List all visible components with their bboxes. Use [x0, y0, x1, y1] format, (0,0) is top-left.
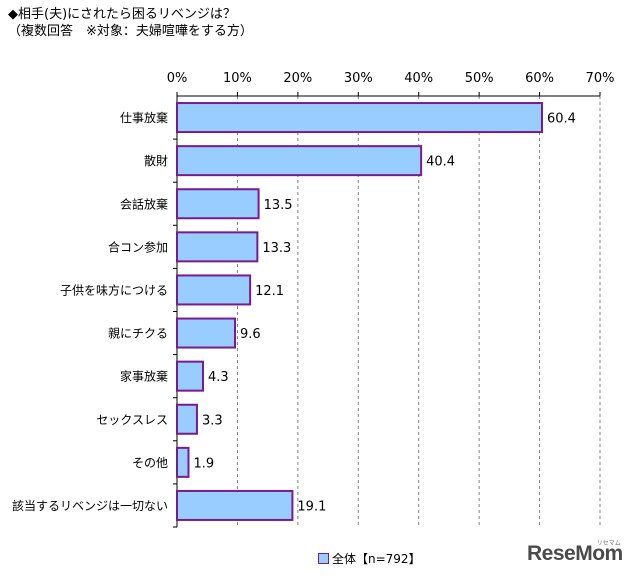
- legend-swatch: [318, 553, 329, 564]
- value-label: 40.4: [426, 155, 455, 170]
- value-label: 1.9: [193, 456, 214, 471]
- category-label: 該当するリベンジは一切ない: [12, 498, 168, 513]
- x-tick-label: 10%: [223, 71, 252, 86]
- bar: [176, 317, 237, 349]
- x-tick-label: 0%: [167, 71, 188, 86]
- value-label: 9.6: [240, 327, 261, 342]
- brand-small-text: リセマム: [596, 541, 621, 547]
- bar: [176, 446, 190, 478]
- bar: [176, 489, 294, 521]
- x-tick-label: 70%: [586, 71, 615, 86]
- value-label: 13.5: [264, 198, 293, 213]
- category-label: 子供を味方につける: [60, 282, 168, 297]
- resemom-logo: ReseMom リセマム: [527, 541, 623, 566]
- category-label: 仕事放棄: [120, 110, 168, 125]
- x-tick-label: 20%: [283, 71, 312, 86]
- category-label: 合コン参加: [108, 239, 168, 254]
- chart-title: ◆相手(夫)にされたら困るリベンジは？ （複数回答 ※対象：夫婦喧嘩をする方）: [8, 6, 253, 40]
- x-tick-label: 40%: [404, 71, 433, 86]
- value-label: 19.1: [297, 499, 326, 514]
- value-label: 13.3: [262, 241, 291, 256]
- bar: [176, 145, 423, 177]
- chart-title-line2: （複数回答 ※対象：夫婦喧嘩をする方）: [8, 24, 253, 39]
- bar: [176, 403, 198, 435]
- category-label: その他: [132, 456, 168, 470]
- x-tick-label: 30%: [344, 71, 373, 86]
- legend-label: 全体【n=792】: [332, 552, 421, 566]
- bar: [176, 102, 543, 134]
- bar: [176, 274, 252, 306]
- category-label: 親にチクる: [108, 327, 168, 341]
- bar: [176, 231, 259, 263]
- bar: [176, 188, 260, 220]
- bar: [176, 360, 204, 392]
- legend: 全体【n=792】: [318, 550, 421, 567]
- category-label: 会話放棄: [120, 196, 168, 211]
- category-label: 家事放棄: [120, 369, 168, 384]
- value-label: 60.4: [547, 112, 576, 127]
- category-label: セックスレス: [96, 413, 168, 427]
- chart-title-line1: ◆相手(夫)にされたら困るリベンジは？: [8, 7, 236, 22]
- brand-name: ReseMom: [527, 542, 623, 565]
- value-label: 3.3: [202, 413, 223, 428]
- x-tick-label: 50%: [465, 71, 494, 86]
- category-label: 散財: [144, 153, 168, 168]
- value-label: 4.3: [208, 370, 229, 385]
- value-label: 12.1: [255, 284, 284, 299]
- x-tick-label: 60%: [525, 71, 554, 86]
